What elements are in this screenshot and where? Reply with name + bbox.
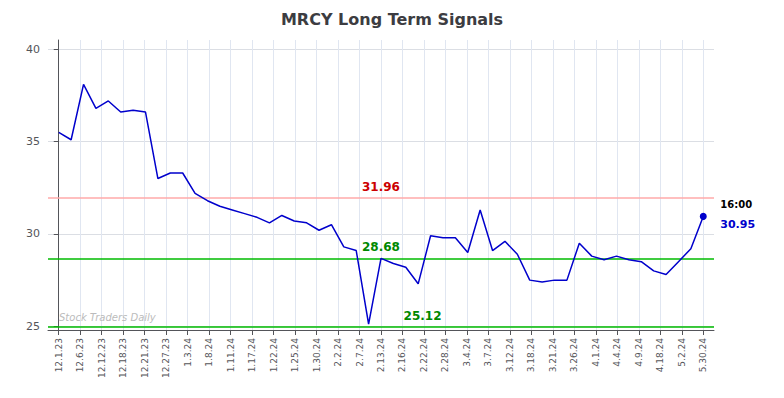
svg-text:2.7.24: 2.7.24 (355, 338, 365, 367)
svg-text:1.25.24: 1.25.24 (290, 338, 300, 373)
svg-text:4.1.24: 4.1.24 (591, 338, 601, 367)
svg-text:1.3.24: 1.3.24 (183, 338, 193, 367)
svg-text:12.1.23: 12.1.23 (54, 338, 64, 372)
svg-text:25: 25 (26, 320, 40, 333)
svg-text:2.2.24: 2.2.24 (333, 338, 343, 367)
svg-text:12.18.23: 12.18.23 (118, 338, 128, 378)
svg-text:1.8.24: 1.8.24 (204, 338, 214, 367)
svg-text:1.22.24: 1.22.24 (269, 338, 279, 373)
svg-text:3.4.24: 3.4.24 (462, 338, 472, 367)
svg-text:2.16.24: 2.16.24 (397, 338, 407, 373)
svg-text:4.18.24: 4.18.24 (655, 338, 665, 373)
svg-text:12.27.23: 12.27.23 (161, 338, 171, 378)
svg-text:2.22.24: 2.22.24 (419, 338, 429, 373)
svg-text:3.21.24: 3.21.24 (548, 338, 558, 373)
svg-text:1.30.24: 1.30.24 (312, 338, 322, 373)
svg-text:2.13.24: 2.13.24 (376, 338, 386, 373)
svg-text:1.11.24: 1.11.24 (226, 338, 236, 373)
svg-text:12.6.23: 12.6.23 (75, 338, 85, 372)
svg-text:3.12.24: 3.12.24 (505, 338, 515, 373)
svg-text:2.28.24: 2.28.24 (440, 338, 450, 373)
svg-text:3.18.24: 3.18.24 (526, 338, 536, 373)
svg-text:31.96: 31.96 (362, 180, 400, 194)
svg-text:35: 35 (26, 135, 40, 148)
svg-text:30: 30 (26, 227, 40, 240)
svg-text:3.26.24: 3.26.24 (569, 338, 579, 373)
svg-text:4.4.24: 4.4.24 (612, 338, 622, 367)
svg-text:4.9.24: 4.9.24 (634, 338, 644, 367)
svg-text:MRCY Long Term Signals: MRCY Long Term Signals (281, 10, 503, 29)
svg-text:40: 40 (26, 43, 40, 56)
svg-text:5.30.24: 5.30.24 (698, 338, 708, 373)
svg-text:30.95: 30.95 (720, 218, 755, 231)
svg-text:1.17.24: 1.17.24 (247, 338, 257, 373)
svg-text:16:00: 16:00 (720, 199, 752, 210)
svg-text:12.21.23: 12.21.23 (140, 338, 150, 378)
svg-text:3.7.24: 3.7.24 (483, 338, 493, 367)
svg-text:28.68: 28.68 (362, 240, 400, 254)
svg-text:25.12: 25.12 (404, 309, 442, 323)
svg-text:12.12.23: 12.12.23 (97, 338, 107, 378)
svg-text:5.2.24: 5.2.24 (677, 338, 687, 367)
svg-text:Stock Traders Daily: Stock Traders Daily (59, 312, 157, 323)
